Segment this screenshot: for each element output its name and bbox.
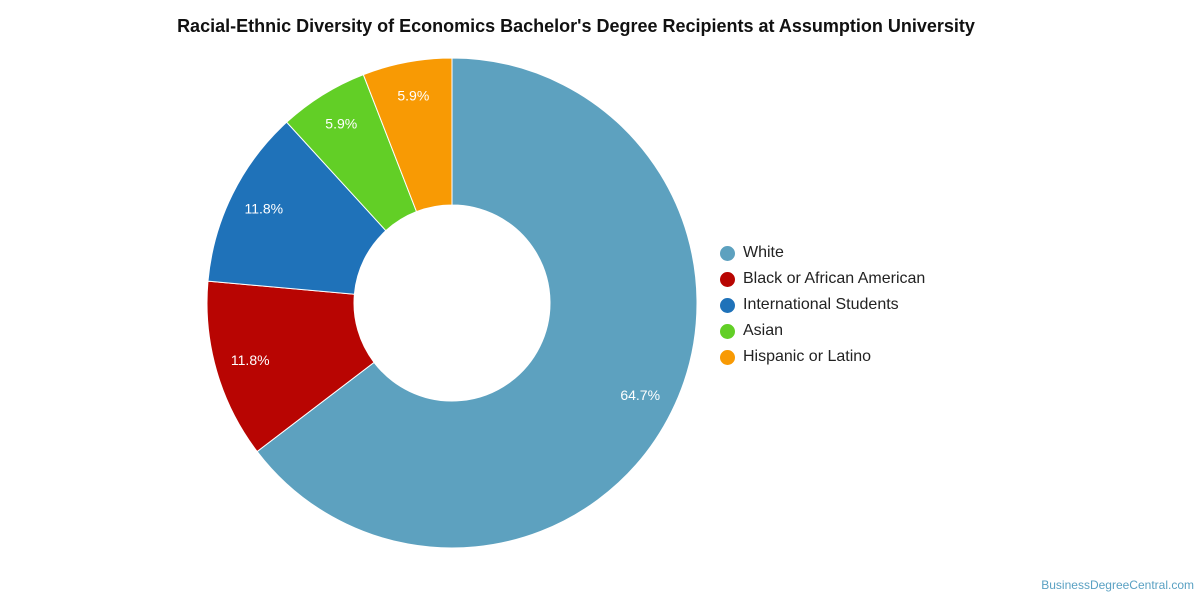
legend-swatch-icon [720, 349, 735, 365]
legend-item-international-students[interactable]: International Students [720, 292, 925, 318]
legend-swatch-icon [720, 245, 735, 261]
data-label-international-students: 11.8% [244, 201, 283, 217]
legend-swatch-icon [720, 271, 735, 287]
legend-item-asian[interactable]: Asian [720, 318, 925, 344]
legend-item-hispanic-or-latino[interactable]: Hispanic or Latino [720, 344, 925, 370]
watermark: BusinessDegreeCentral.com [1041, 578, 1194, 592]
legend-label: White [743, 244, 784, 261]
slice-black-or-african-american [206, 280, 375, 453]
chart-title: Racial-Ethnic Diversity of Economics Bac… [177, 16, 975, 36]
data-label-asian: 5.9% [325, 115, 357, 131]
legend: White Black or African American Internatio… [720, 240, 925, 370]
data-label-black-or-african-american: 11.8% [231, 352, 270, 368]
legend-swatch-icon [720, 323, 735, 339]
data-label-hispanic-or-latino: 5.9% [397, 87, 429, 103]
slice-white [256, 57, 698, 549]
legend-label: Hispanic or Latino [743, 348, 872, 365]
legend-label: International Students [743, 296, 899, 313]
legend-label: Asian [743, 322, 784, 339]
legend-item-white[interactable]: White [720, 240, 925, 266]
slice-hispanic-or-latino [362, 57, 453, 213]
legend-item-black-or-african-american[interactable]: Black or African American [720, 266, 925, 292]
legend-label: Black or African American [743, 270, 926, 287]
legend-swatch-icon [720, 297, 735, 313]
slice-international-students [207, 121, 387, 295]
data-label-white: 64.7% [620, 387, 660, 403]
